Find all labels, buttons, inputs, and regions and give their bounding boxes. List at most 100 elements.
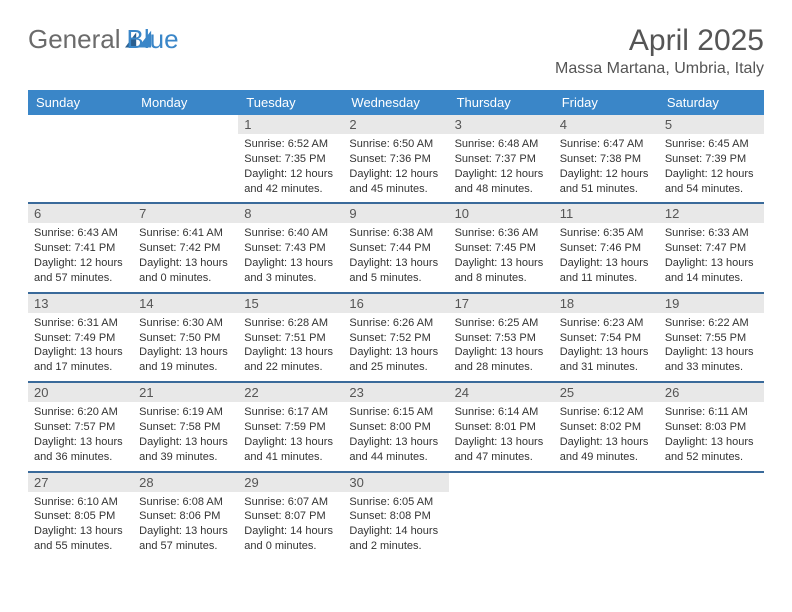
- day-details: Sunrise: 6:43 AMSunset: 7:41 PMDaylight:…: [28, 223, 133, 291]
- day-number: 3: [449, 115, 554, 134]
- week-row: 27Sunrise: 6:10 AMSunset: 8:05 PMDayligh…: [28, 472, 764, 560]
- day-number: 14: [133, 294, 238, 313]
- day-details: Sunrise: 6:30 AMSunset: 7:50 PMDaylight:…: [133, 313, 238, 381]
- day-details: Sunrise: 6:14 AMSunset: 8:01 PMDaylight:…: [449, 402, 554, 470]
- day-cell: 9Sunrise: 6:38 AMSunset: 7:44 PMDaylight…: [343, 203, 448, 292]
- day-number: 23: [343, 383, 448, 402]
- day-cell: 17Sunrise: 6:25 AMSunset: 7:53 PMDayligh…: [449, 293, 554, 382]
- day-details: Sunrise: 6:08 AMSunset: 8:06 PMDaylight:…: [133, 492, 238, 560]
- day-cell: 23Sunrise: 6:15 AMSunset: 8:00 PMDayligh…: [343, 382, 448, 471]
- empty-cell: [554, 472, 659, 560]
- day-number: 27: [28, 473, 133, 492]
- day-details: Sunrise: 6:40 AMSunset: 7:43 PMDaylight:…: [238, 223, 343, 291]
- day-details: Sunrise: 6:48 AMSunset: 7:37 PMDaylight:…: [449, 134, 554, 202]
- day-number: 13: [28, 294, 133, 313]
- day-number: 21: [133, 383, 238, 402]
- weekday-thursday: Thursday: [449, 90, 554, 115]
- day-number: 24: [449, 383, 554, 402]
- day-number: 20: [28, 383, 133, 402]
- day-cell: 28Sunrise: 6:08 AMSunset: 8:06 PMDayligh…: [133, 472, 238, 560]
- day-details: Sunrise: 6:15 AMSunset: 8:00 PMDaylight:…: [343, 402, 448, 470]
- day-details: Sunrise: 6:19 AMSunset: 7:58 PMDaylight:…: [133, 402, 238, 470]
- day-number: 1: [238, 115, 343, 134]
- day-cell: 22Sunrise: 6:17 AMSunset: 7:59 PMDayligh…: [238, 382, 343, 471]
- empty-cell: [659, 472, 764, 560]
- header: General Blue April 2025 Massa Martana, U…: [28, 24, 764, 78]
- week-row: 20Sunrise: 6:20 AMSunset: 7:57 PMDayligh…: [28, 382, 764, 471]
- day-number: 12: [659, 204, 764, 223]
- day-number: 15: [238, 294, 343, 313]
- day-cell: 18Sunrise: 6:23 AMSunset: 7:54 PMDayligh…: [554, 293, 659, 382]
- day-details: Sunrise: 6:07 AMSunset: 8:07 PMDaylight:…: [238, 492, 343, 560]
- day-details: Sunrise: 6:12 AMSunset: 8:02 PMDaylight:…: [554, 402, 659, 470]
- day-cell: 1Sunrise: 6:52 AMSunset: 7:35 PMDaylight…: [238, 115, 343, 203]
- day-number: 10: [449, 204, 554, 223]
- day-details: Sunrise: 6:33 AMSunset: 7:47 PMDaylight:…: [659, 223, 764, 291]
- day-number: 19: [659, 294, 764, 313]
- location: Massa Martana, Umbria, Italy: [555, 60, 764, 78]
- day-details: Sunrise: 6:17 AMSunset: 7:59 PMDaylight:…: [238, 402, 343, 470]
- day-number: 30: [343, 473, 448, 492]
- day-details: Sunrise: 6:36 AMSunset: 7:45 PMDaylight:…: [449, 223, 554, 291]
- day-cell: 12Sunrise: 6:33 AMSunset: 7:47 PMDayligh…: [659, 203, 764, 292]
- day-cell: 6Sunrise: 6:43 AMSunset: 7:41 PMDaylight…: [28, 203, 133, 292]
- day-details: Sunrise: 6:11 AMSunset: 8:03 PMDaylight:…: [659, 402, 764, 470]
- day-number: 16: [343, 294, 448, 313]
- empty-cell: [28, 115, 133, 203]
- day-details: Sunrise: 6:22 AMSunset: 7:55 PMDaylight:…: [659, 313, 764, 381]
- day-details: Sunrise: 6:05 AMSunset: 8:08 PMDaylight:…: [343, 492, 448, 560]
- day-number: 2: [343, 115, 448, 134]
- weekday-monday: Monday: [133, 90, 238, 115]
- day-number: 5: [659, 115, 764, 134]
- logo: General Blue: [28, 24, 179, 55]
- day-details: Sunrise: 6:45 AMSunset: 7:39 PMDaylight:…: [659, 134, 764, 202]
- day-details: Sunrise: 6:38 AMSunset: 7:44 PMDaylight:…: [343, 223, 448, 291]
- day-details: Sunrise: 6:20 AMSunset: 7:57 PMDaylight:…: [28, 402, 133, 470]
- weekday-saturday: Saturday: [659, 90, 764, 115]
- day-cell: 7Sunrise: 6:41 AMSunset: 7:42 PMDaylight…: [133, 203, 238, 292]
- weekday-sunday: Sunday: [28, 90, 133, 115]
- day-details: Sunrise: 6:23 AMSunset: 7:54 PMDaylight:…: [554, 313, 659, 381]
- day-cell: 27Sunrise: 6:10 AMSunset: 8:05 PMDayligh…: [28, 472, 133, 560]
- day-details: Sunrise: 6:52 AMSunset: 7:35 PMDaylight:…: [238, 134, 343, 202]
- day-details: Sunrise: 6:25 AMSunset: 7:53 PMDaylight:…: [449, 313, 554, 381]
- day-number: 26: [659, 383, 764, 402]
- empty-cell: [449, 472, 554, 560]
- day-cell: 13Sunrise: 6:31 AMSunset: 7:49 PMDayligh…: [28, 293, 133, 382]
- day-details: Sunrise: 6:41 AMSunset: 7:42 PMDaylight:…: [133, 223, 238, 291]
- day-number: 4: [554, 115, 659, 134]
- page: General Blue April 2025 Massa Martana, U…: [0, 0, 792, 584]
- day-number: 7: [133, 204, 238, 223]
- day-details: Sunrise: 6:26 AMSunset: 7:52 PMDaylight:…: [343, 313, 448, 381]
- calendar-table: SundayMondayTuesdayWednesdayThursdayFrid…: [28, 90, 764, 560]
- day-number: 6: [28, 204, 133, 223]
- day-cell: 16Sunrise: 6:26 AMSunset: 7:52 PMDayligh…: [343, 293, 448, 382]
- weekday-tuesday: Tuesday: [238, 90, 343, 115]
- week-row: 6Sunrise: 6:43 AMSunset: 7:41 PMDaylight…: [28, 203, 764, 292]
- day-cell: 11Sunrise: 6:35 AMSunset: 7:46 PMDayligh…: [554, 203, 659, 292]
- day-details: Sunrise: 6:47 AMSunset: 7:38 PMDaylight:…: [554, 134, 659, 202]
- day-number: 29: [238, 473, 343, 492]
- day-number: 22: [238, 383, 343, 402]
- day-number: 8: [238, 204, 343, 223]
- empty-cell: [133, 115, 238, 203]
- day-cell: 24Sunrise: 6:14 AMSunset: 8:01 PMDayligh…: [449, 382, 554, 471]
- day-number: 25: [554, 383, 659, 402]
- weekday-header-row: SundayMondayTuesdayWednesdayThursdayFrid…: [28, 90, 764, 115]
- day-cell: 8Sunrise: 6:40 AMSunset: 7:43 PMDaylight…: [238, 203, 343, 292]
- month-title: April 2025: [555, 24, 764, 58]
- day-number: 28: [133, 473, 238, 492]
- weekday-wednesday: Wednesday: [343, 90, 448, 115]
- day-cell: 4Sunrise: 6:47 AMSunset: 7:38 PMDaylight…: [554, 115, 659, 203]
- day-cell: 10Sunrise: 6:36 AMSunset: 7:45 PMDayligh…: [449, 203, 554, 292]
- day-details: Sunrise: 6:50 AMSunset: 7:36 PMDaylight:…: [343, 134, 448, 202]
- day-cell: 21Sunrise: 6:19 AMSunset: 7:58 PMDayligh…: [133, 382, 238, 471]
- day-cell: 14Sunrise: 6:30 AMSunset: 7:50 PMDayligh…: [133, 293, 238, 382]
- day-cell: 19Sunrise: 6:22 AMSunset: 7:55 PMDayligh…: [659, 293, 764, 382]
- weekday-friday: Friday: [554, 90, 659, 115]
- day-cell: 5Sunrise: 6:45 AMSunset: 7:39 PMDaylight…: [659, 115, 764, 203]
- logo-text-2: Blue: [127, 24, 179, 54]
- day-number: 9: [343, 204, 448, 223]
- day-number: 11: [554, 204, 659, 223]
- day-details: Sunrise: 6:31 AMSunset: 7:49 PMDaylight:…: [28, 313, 133, 381]
